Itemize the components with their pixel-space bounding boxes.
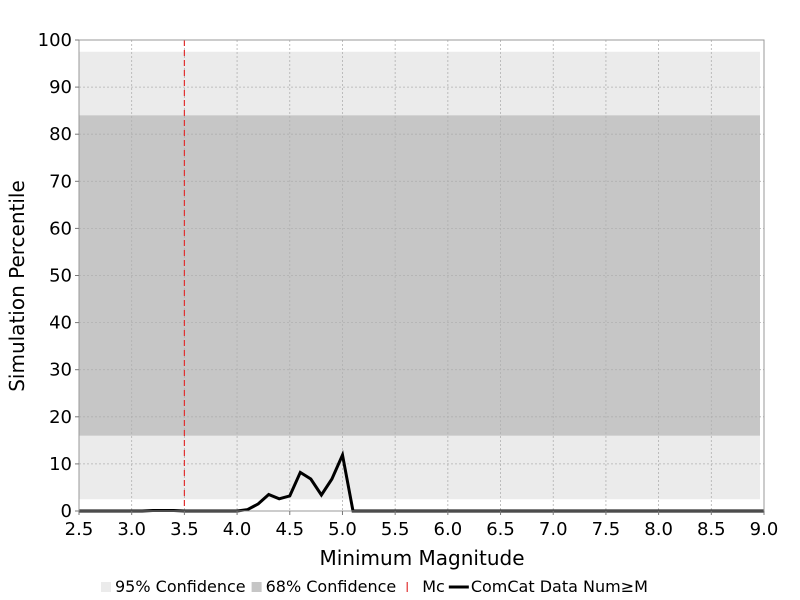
y-axis-title: Simulation Percentile: [5, 180, 29, 392]
legend-label: 95% Confidence: [115, 577, 246, 596]
x-tick-label: 8.0: [644, 519, 673, 540]
y-tick-label: 0: [61, 501, 72, 522]
y-tick-label: 50: [49, 266, 72, 287]
x-tick-label: 5.0: [328, 519, 357, 540]
x-tick-label: 7.5: [592, 519, 621, 540]
x-tick-label: 2.5: [65, 519, 94, 540]
x-axis-title: Minimum Magnitude: [320, 546, 525, 570]
x-tick-label: 9.0: [750, 519, 779, 540]
x-tick-label: 4.5: [275, 519, 304, 540]
y-tick-label: 40: [49, 313, 72, 334]
legend-label: ComCat Data Num≥M: [471, 577, 648, 596]
y-tick-label: 20: [49, 407, 72, 428]
y-tick-label: 80: [49, 124, 72, 145]
y-tick-label: 60: [49, 218, 72, 239]
x-tick-label: 4.0: [223, 519, 252, 540]
x-tick-label: 3.5: [170, 519, 199, 540]
y-tick-label: 90: [49, 77, 72, 98]
legend-swatch-95: [101, 582, 111, 592]
x-tick-label: 6.5: [486, 519, 515, 540]
y-tick-label: 30: [49, 360, 72, 381]
legend-label: Mc: [422, 577, 445, 596]
y-tick-label: 10: [49, 454, 72, 475]
y-tick-label: 70: [49, 171, 72, 192]
y-tick-label: 100: [38, 30, 72, 51]
x-tick-label: 7.0: [539, 519, 568, 540]
x-tick-label: 3.0: [117, 519, 146, 540]
legend: 95% Confidence 68% Confidence Mc ComCat Dat…: [101, 577, 648, 596]
legend-label: 68% Confidence: [266, 577, 397, 596]
legend-swatch-68: [251, 582, 262, 592]
x-tick-label: 8.5: [697, 519, 726, 540]
x-tick-label: 6.0: [434, 519, 463, 540]
axis-ticks: 2.5 3.0 3.5 4.0 4.5 5.0 5.5 6.0 6.5 7.0 7.5 8.0 8.5 9…: [38, 30, 779, 540]
x-tick-label: 5.5: [381, 519, 410, 540]
